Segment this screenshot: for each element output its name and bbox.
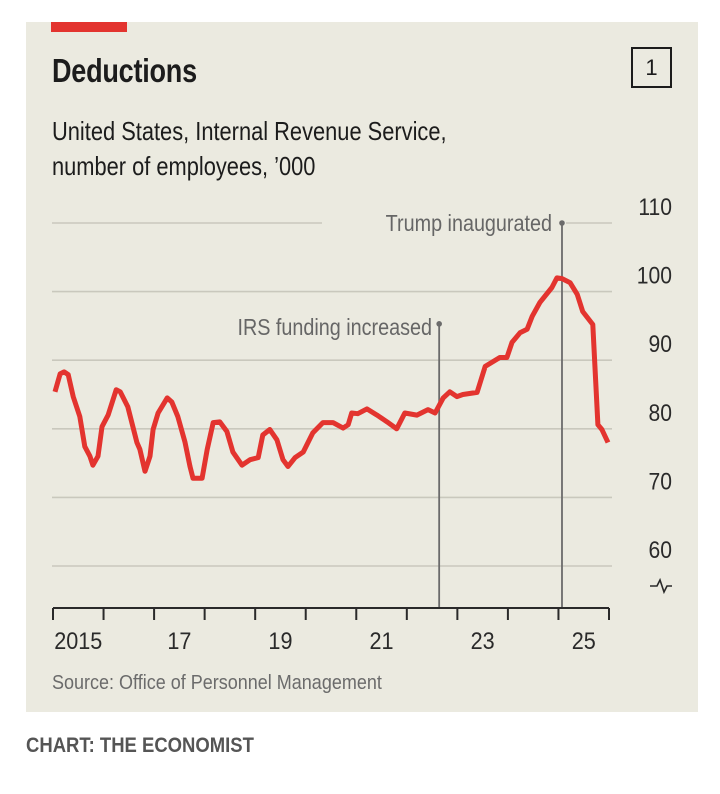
- gridlines: [52, 222, 612, 567]
- y-tick-label: 90: [649, 331, 672, 358]
- chart-title: Deductions: [52, 52, 197, 89]
- accent-tag: [51, 22, 127, 32]
- x-tick-label: 21: [370, 627, 394, 654]
- x-tick-label: 25: [572, 627, 596, 654]
- source-note: Source: Office of Personnel Management: [52, 672, 382, 694]
- subtitle-line-2: number of employees, ’000: [52, 151, 316, 181]
- series-line-irs-employees: [52, 275, 611, 481]
- annotation-dot: [436, 321, 442, 327]
- chart-panel: Deductions 1 United States, Internal Rev…: [26, 22, 698, 712]
- x-tick-label: 2015: [54, 627, 102, 654]
- chart-subtitle: United States, Internal Revenue Service,…: [52, 114, 447, 184]
- y-tick-label: 80: [649, 400, 672, 427]
- annotation-label: Trump inaugurated: [386, 211, 552, 237]
- y-axis-labels: 60 70 80 90 100 110: [637, 194, 672, 564]
- x-tick-label: 23: [471, 627, 495, 654]
- y-tick-label: 100: [637, 262, 672, 289]
- x-axis: 2015 17 19 21 23 25: [52, 607, 610, 654]
- x-tick-label: 17: [167, 627, 191, 654]
- annotation-label: IRS funding increased: [237, 315, 432, 341]
- y-tick-label: 70: [649, 468, 672, 495]
- chart-credit: CHART: THE ECONOMIST: [26, 734, 254, 757]
- annotation-dot: [559, 220, 565, 226]
- axis-break-icon: [650, 577, 672, 595]
- y-tick-label: 110: [638, 194, 672, 221]
- subtitle-line-1: United States, Internal Revenue Service,: [52, 116, 447, 146]
- chart-number-badge: 1: [631, 47, 672, 88]
- annotations: IRS funding increased Trump inaugurated: [237, 211, 565, 608]
- x-tick-label: 19: [268, 627, 292, 654]
- series-group: [52, 275, 611, 481]
- y-tick-label: 60: [649, 537, 672, 564]
